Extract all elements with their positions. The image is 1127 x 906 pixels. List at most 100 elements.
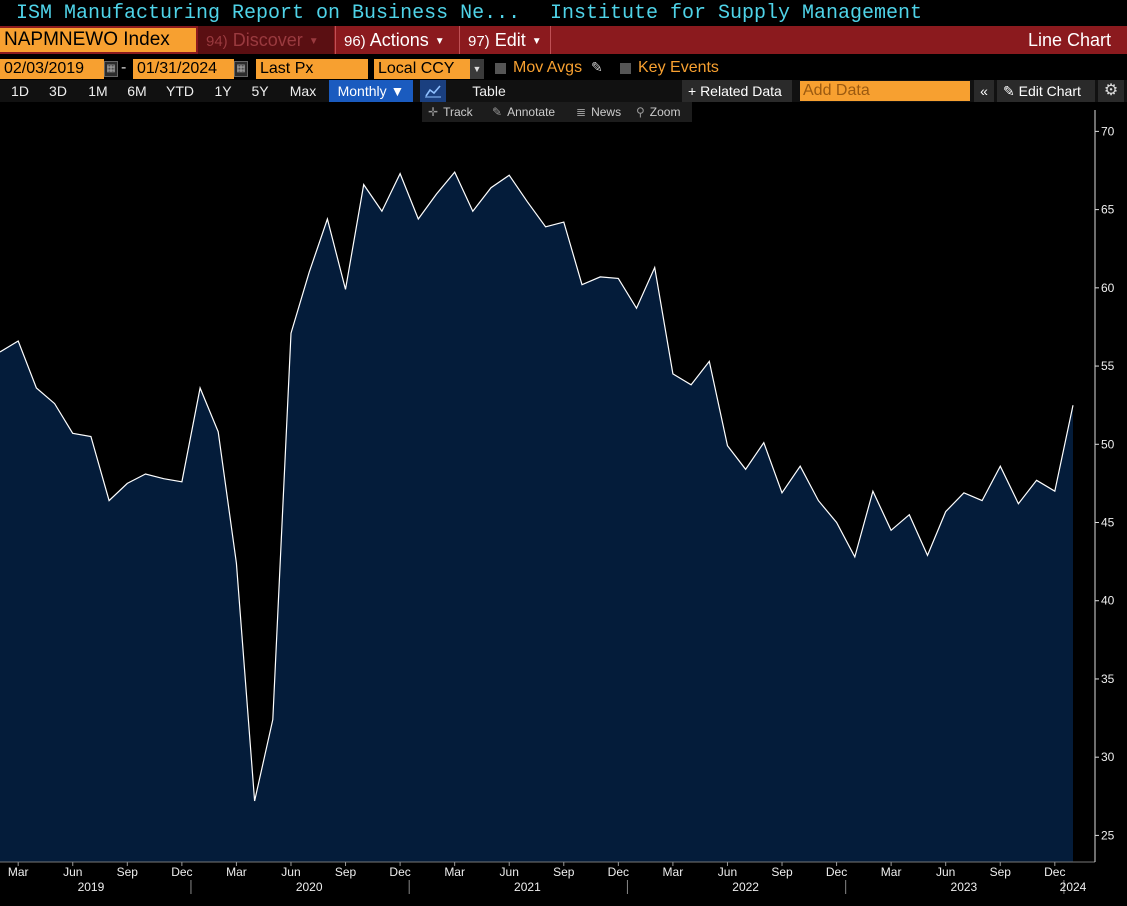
series-line: [0, 170, 1074, 802]
x-tick-label: Jun: [718, 865, 737, 879]
calendar-icon[interactable]: ▦: [104, 61, 118, 77]
y-tick-label: 35: [1101, 672, 1115, 686]
data-point: [180, 480, 183, 483]
data-point: [981, 499, 984, 502]
edit-chart-button[interactable]: ✎ Edit Chart: [997, 80, 1095, 102]
x-tick-label: Jun: [281, 865, 300, 879]
annotate-tool[interactable]: ✎ Annotate: [492, 102, 555, 122]
data-point: [580, 283, 583, 286]
line-chart-icon[interactable]: [420, 80, 446, 102]
edit-menu-button[interactable]: 97) Edit ▼: [459, 26, 551, 54]
data-point: [817, 499, 820, 502]
range-3d-button[interactable]: 3D: [49, 83, 67, 99]
ticker-field[interactable]: NAPMNEWO Index: [0, 28, 196, 52]
key-events-checkbox[interactable]: [620, 63, 631, 74]
actions-label: Actions: [369, 30, 429, 50]
caret-down-icon: ▼: [531, 36, 542, 47]
data-point: [962, 491, 965, 494]
end-date-input[interactable]: 01/31/2024: [133, 59, 234, 79]
y-tick-label: 60: [1101, 281, 1115, 295]
data-point: [508, 174, 511, 177]
data-point: [35, 386, 38, 389]
x-tick-label: Sep: [990, 865, 1012, 879]
data-point: [999, 465, 1002, 468]
news-tool[interactable]: ≣ News: [576, 102, 621, 122]
mov-avgs-checkbox[interactable]: [495, 63, 506, 74]
data-point: [53, 402, 56, 405]
chart-type-label: Line Chart: [1027, 30, 1111, 50]
chevron-down-icon[interactable]: ▼: [470, 59, 484, 79]
range-max-button[interactable]: Max: [289, 83, 317, 99]
data-point: [944, 510, 947, 513]
x-tick-label: Mar: [663, 865, 684, 879]
line-chart[interactable]: 25 30 35 40 45 50 55 60 65 70 Mar Jun Sep Dec Mar Jun S…: [0, 102, 1127, 906]
command-bar: NAPMNEWO Index 94) Discover ▼ 96) Actions…: [0, 26, 1127, 54]
data-point: [362, 183, 365, 186]
title-bar: ISM Manufacturing Report on Business Ne.…: [0, 0, 1127, 26]
data-point: [435, 192, 438, 195]
data-point: [399, 172, 402, 175]
date-range-dash: -: [121, 59, 127, 76]
start-date-input[interactable]: 02/03/2019: [0, 59, 104, 79]
x-tick-label: Dec: [389, 865, 410, 879]
range-5y-button[interactable]: 5Y: [251, 83, 269, 99]
range-ytd-button[interactable]: YTD: [166, 83, 194, 99]
data-point: [544, 225, 547, 228]
pencil-icon: ✎: [492, 105, 503, 119]
y-tick-label: 45: [1101, 516, 1115, 530]
data-point: [708, 360, 711, 363]
x-axis: Mar Jun Sep Dec Mar Jun Sep Dec Mar Jun Sep Dec Mar J…: [8, 862, 1087, 894]
add-data-input[interactable]: Add Data: [800, 81, 970, 101]
y-axis: 25 30 35 40 45 50 55 60 65 70: [1095, 124, 1115, 842]
data-point: [289, 332, 292, 335]
data-point: [453, 171, 456, 174]
calendar-icon[interactable]: ▦: [234, 61, 248, 77]
data-point: [526, 200, 529, 203]
news-icon: ≣: [576, 105, 587, 119]
actions-menu-button[interactable]: 96) Actions ▼: [335, 26, 458, 54]
caret-down-icon: ▼: [308, 36, 319, 47]
data-point: [326, 217, 329, 220]
discover-number: 94): [206, 33, 228, 50]
x-tick-label: Dec: [1044, 865, 1065, 879]
x-tick-label: Mar: [881, 865, 902, 879]
data-point: [744, 468, 747, 471]
gear-icon[interactable]: ⚙: [1098, 80, 1124, 102]
periodicity-dropdown[interactable]: Monthly ▼: [329, 80, 413, 102]
x-tick-label: Mar: [226, 865, 247, 879]
data-point: [926, 554, 929, 557]
data-point: [253, 799, 256, 802]
range-toolbar: 1D 3D 1M 6M YTD 1Y 5Y Max Monthly ▼ Tabl…: [0, 80, 1127, 102]
data-point: [17, 340, 20, 343]
zoom-tool[interactable]: ⚲ Zoom: [636, 102, 680, 122]
data-point: [271, 718, 274, 721]
related-data-button[interactable]: + Related Data: [682, 80, 792, 102]
collapse-icon[interactable]: «: [974, 80, 994, 102]
range-1y-button[interactable]: 1Y: [214, 83, 232, 99]
table-view-button[interactable]: Table: [450, 80, 528, 102]
range-6m-button[interactable]: 6M: [127, 83, 147, 99]
range-1m-button[interactable]: 1M: [88, 83, 108, 99]
x-tick-label: Sep: [335, 865, 357, 879]
y-tick-label: 70: [1101, 124, 1115, 138]
range-1d-button[interactable]: 1D: [11, 83, 29, 99]
discover-menu-button[interactable]: 94) Discover ▼: [198, 26, 334, 54]
y-tick-label: 55: [1101, 359, 1115, 373]
price-field-select[interactable]: Last Px: [256, 59, 368, 79]
data-point: [726, 444, 729, 447]
currency-select[interactable]: Local CCY: [374, 59, 470, 79]
data-point: [344, 288, 347, 291]
x-year-label: 2021: [514, 880, 541, 894]
track-tool[interactable]: ✛ Track: [428, 102, 473, 122]
data-point: [853, 555, 856, 558]
pencil-icon[interactable]: ✎: [591, 59, 603, 75]
x-year-label: 2024: [1060, 880, 1087, 894]
data-point: [653, 266, 656, 269]
annotate-label: Annotate: [507, 105, 556, 119]
x-year-label: 2022: [732, 880, 759, 894]
data-point: [908, 513, 911, 516]
magnifier-icon: ⚲: [636, 105, 645, 119]
data-point: [599, 275, 602, 278]
source-name: Institute for Supply Management: [550, 2, 923, 25]
chart-settings-row: 02/03/2019 ▦ - 01/31/2024 ▦ Last Px Loca…: [0, 58, 1127, 80]
